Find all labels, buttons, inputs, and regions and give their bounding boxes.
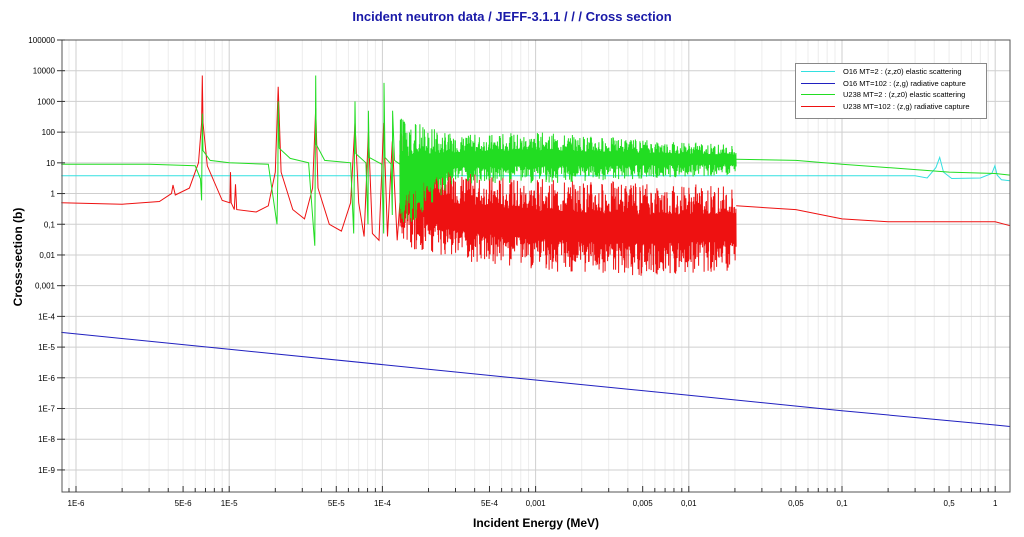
- u238-elastic-resonance-region: [399, 118, 737, 223]
- chart-title: Incident neutron data / JEFF-3.1.1 / / /…: [352, 9, 672, 24]
- y-tick-label: 10: [46, 159, 55, 168]
- y-tick-label: 0,001: [35, 282, 56, 291]
- legend-item: U238 MT=2 : (z,z0) elastic scattering: [796, 89, 986, 101]
- y-tick-label: 1E-4: [38, 312, 55, 321]
- y-tick-label: 1E-5: [38, 343, 55, 352]
- legend-item: O16 MT=2 : (z,z0) elastic scattering: [796, 66, 986, 78]
- y-tick-label: 100000: [28, 36, 55, 45]
- y-tick-label: 1E-7: [38, 405, 55, 414]
- x-tick-label: 1E-5: [221, 499, 238, 508]
- x-axis-label: Incident Energy (MeV): [472, 516, 600, 530]
- legend-item: U238 MT=102 : (z,g) radiative capture: [796, 101, 986, 113]
- legend-swatch: [801, 71, 835, 73]
- u238-elastic-high-energy-line: [736, 158, 1011, 176]
- x-tick-label: 0,05: [788, 499, 804, 508]
- x-tick-label: 1E-6: [68, 499, 85, 508]
- o16-elastic-line: [61, 155, 1011, 182]
- x-tick-label: 5E-4: [481, 499, 498, 508]
- axes: 100000 10000 1000 100 10 1 0,1 0,01 0,001 1E-4 1E-…: [28, 36, 998, 508]
- legend-label: U238 MT=102 : (z,g) radiative capture: [843, 101, 970, 111]
- x-tick-label: 1: [993, 499, 998, 508]
- x-tick-label: 0,001: [526, 499, 547, 508]
- u238-capture-line: [61, 75, 401, 242]
- legend-label: O16 MT=2 : (z,z0) elastic scattering: [843, 67, 962, 77]
- legend-swatch: [801, 105, 835, 107]
- y-tick-label: 10000: [33, 67, 56, 76]
- legend-label: O16 MT=102 : (z,g) radiative capture: [843, 78, 966, 88]
- o16-capture-line: [61, 331, 1011, 427]
- y-tick-label: 0,01: [39, 251, 55, 260]
- legend: O16 MT=2 : (z,z0) elastic scattering O16 …: [795, 63, 987, 119]
- y-tick-label: 1E-6: [38, 374, 55, 383]
- x-tick-label: 0,01: [681, 499, 697, 508]
- legend-item: O16 MT=102 : (z,g) radiative capture: [796, 78, 986, 90]
- u238-capture-high-energy-line: [736, 205, 1011, 227]
- legend-swatch: [801, 82, 835, 84]
- legend-label: U238 MT=2 : (z,z0) elastic scattering: [843, 90, 966, 100]
- legend-swatch: [801, 94, 835, 96]
- x-tick-label: 5E-6: [175, 499, 192, 508]
- y-tick-label: 0,1: [44, 220, 56, 229]
- x-tick-label: 1E-4: [374, 499, 391, 508]
- x-tick-label: 5E-5: [328, 499, 345, 508]
- series-lines: [61, 75, 1011, 427]
- x-tick-label: 0,005: [633, 499, 654, 508]
- y-tick-label: 1: [51, 190, 56, 199]
- x-tick-label: 0,1: [836, 499, 848, 508]
- u238-elastic-line: [61, 75, 401, 246]
- y-tick-label: 1E-8: [38, 435, 55, 444]
- x-tick-label: 0,5: [944, 499, 956, 508]
- y-tick-label: 1E-9: [38, 466, 55, 475]
- u238-capture-resonance-region: [399, 133, 737, 276]
- y-tick-label: 100: [42, 128, 56, 137]
- y-tick-label: 1000: [37, 97, 55, 106]
